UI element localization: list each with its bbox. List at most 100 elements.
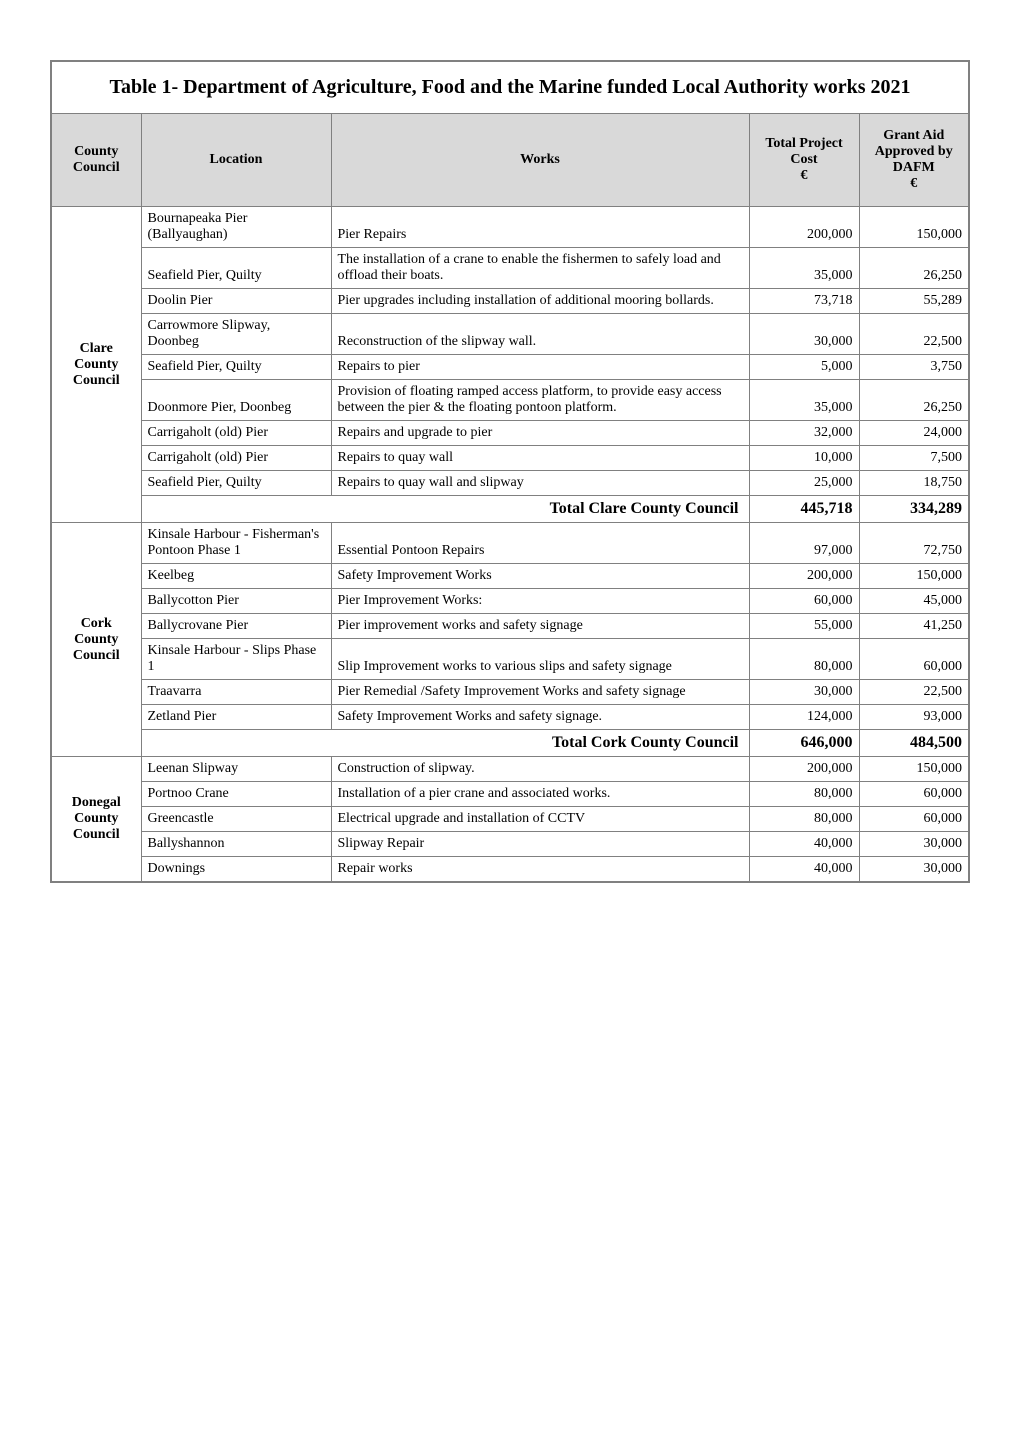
cell-cost: 97,000 [749,523,859,564]
table-row: Clare County Council Bournapeaka Pier (B… [51,207,969,248]
cell-location: Ballycrovane Pier [141,614,331,639]
county-cell-cork: Cork County Council [51,523,141,757]
col-header-location: Location [141,114,331,207]
cell-grant: 45,000 [859,589,969,614]
cell-grant: 150,000 [859,564,969,589]
cell-grant: 26,250 [859,380,969,421]
cell-cost: 200,000 [749,207,859,248]
cell-grant: 22,500 [859,314,969,355]
col-header-cost: Total Project Cost € [749,114,859,207]
cell-location: Greencastle [141,807,331,832]
cell-location: Downings [141,857,331,883]
cell-cost: 80,000 [749,782,859,807]
cell-cost: 200,000 [749,564,859,589]
table-row: Doolin Pier Pier upgrades including inst… [51,289,969,314]
cell-works: Pier improvement works and safety signag… [331,614,749,639]
col-header-works: Works [331,114,749,207]
cell-location: Doonmore Pier, Doonbeg [141,380,331,421]
cell-grant: 22,500 [859,680,969,705]
cell-cost: 80,000 [749,807,859,832]
cell-works: Repair works [331,857,749,883]
cell-works: Pier upgrades including installation of … [331,289,749,314]
cell-works: Construction of slipway. [331,757,749,782]
cell-works: Pier Remedial /Safety Improvement Works … [331,680,749,705]
total-cost: 646,000 [749,730,859,757]
table-row: Downings Repair works 40,000 30,000 [51,857,969,883]
table-row: Seafield Pier, Quilty Repairs to quay wa… [51,471,969,496]
cell-grant: 26,250 [859,248,969,289]
cell-grant: 60,000 [859,782,969,807]
cell-cost: 124,000 [749,705,859,730]
cell-grant: 55,289 [859,289,969,314]
cell-works: Safety Improvement Works and safety sign… [331,705,749,730]
cell-location: Traavarra [141,680,331,705]
cell-cost: 5,000 [749,355,859,380]
cell-works: Pier Improvement Works: [331,589,749,614]
total-grant: 334,289 [859,496,969,523]
table-row: Keelbeg Safety Improvement Works 200,000… [51,564,969,589]
cell-location: Ballyshannon [141,832,331,857]
cell-location: Leenan Slipway [141,757,331,782]
cell-cost: 35,000 [749,380,859,421]
table-row: Carrigaholt (old) Pier Repairs to quay w… [51,446,969,471]
cell-works: Slip Improvement works to various slips … [331,639,749,680]
table-row: Carrowmore Slipway, Doonbeg Reconstructi… [51,314,969,355]
funding-table: Table 1- Department of Agriculture, Food… [50,60,970,883]
cell-location: Kinsale Harbour - Fisherman's Pontoon Ph… [141,523,331,564]
cell-location: Seafield Pier, Quilty [141,355,331,380]
cell-location: Kinsale Harbour - Slips Phase 1 [141,639,331,680]
cell-cost: 10,000 [749,446,859,471]
cell-grant: 30,000 [859,832,969,857]
cell-works: Essential Pontoon Repairs [331,523,749,564]
cell-location: Carrigaholt (old) Pier [141,446,331,471]
table-row: Seafield Pier, Quilty The installation o… [51,248,969,289]
cell-cost: 35,000 [749,248,859,289]
cell-cost: 30,000 [749,314,859,355]
table-row: Zetland Pier Safety Improvement Works an… [51,705,969,730]
cell-cost: 80,000 [749,639,859,680]
cell-location: Carrigaholt (old) Pier [141,421,331,446]
cell-location: Zetland Pier [141,705,331,730]
table-row: Traavarra Pier Remedial /Safety Improvem… [51,680,969,705]
cell-cost: 25,000 [749,471,859,496]
total-grant: 484,500 [859,730,969,757]
cell-location: Seafield Pier, Quilty [141,471,331,496]
county-cell-donegal: Donegal County Council [51,757,141,883]
cell-works: Repairs to pier [331,355,749,380]
cell-grant: 93,000 [859,705,969,730]
table-row: Portnoo Crane Installation of a pier cra… [51,782,969,807]
cell-grant: 150,000 [859,757,969,782]
cell-grant: 60,000 [859,807,969,832]
col-header-grant: Grant Aid Approved by DAFM € [859,114,969,207]
cell-works: The installation of a crane to enable th… [331,248,749,289]
cell-works: Electrical upgrade and installation of C… [331,807,749,832]
cell-cost: 60,000 [749,589,859,614]
cell-cost: 32,000 [749,421,859,446]
table-row: Greencastle Electrical upgrade and insta… [51,807,969,832]
cell-cost: 200,000 [749,757,859,782]
cell-location: Doolin Pier [141,289,331,314]
cell-grant: 150,000 [859,207,969,248]
table-row: Carrigaholt (old) Pier Repairs and upgra… [51,421,969,446]
cell-works: Repairs to quay wall [331,446,749,471]
cell-cost: 55,000 [749,614,859,639]
cell-works: Safety Improvement Works [331,564,749,589]
table-title: Table 1- Department of Agriculture, Food… [51,61,969,114]
table-row: Doonmore Pier, Doonbeg Provision of floa… [51,380,969,421]
cell-cost: 40,000 [749,857,859,883]
cell-works: Repairs to quay wall and slipway [331,471,749,496]
cell-grant: 24,000 [859,421,969,446]
cell-location: Bournapeaka Pier (Ballyaughan) [141,207,331,248]
total-row-clare: Total Clare County Council 445,718 334,2… [51,496,969,523]
cell-cost: 73,718 [749,289,859,314]
cell-grant: 72,750 [859,523,969,564]
total-label: Total Clare County Council [141,496,749,523]
cell-works: Reconstruction of the slipway wall. [331,314,749,355]
cell-grant: 30,000 [859,857,969,883]
cell-grant: 18,750 [859,471,969,496]
cell-cost: 40,000 [749,832,859,857]
table-row: Seafield Pier, Quilty Repairs to pier 5,… [51,355,969,380]
table-row: Ballycotton Pier Pier Improvement Works:… [51,589,969,614]
county-cell-clare: Clare County Council [51,207,141,523]
cell-works: Repairs and upgrade to pier [331,421,749,446]
